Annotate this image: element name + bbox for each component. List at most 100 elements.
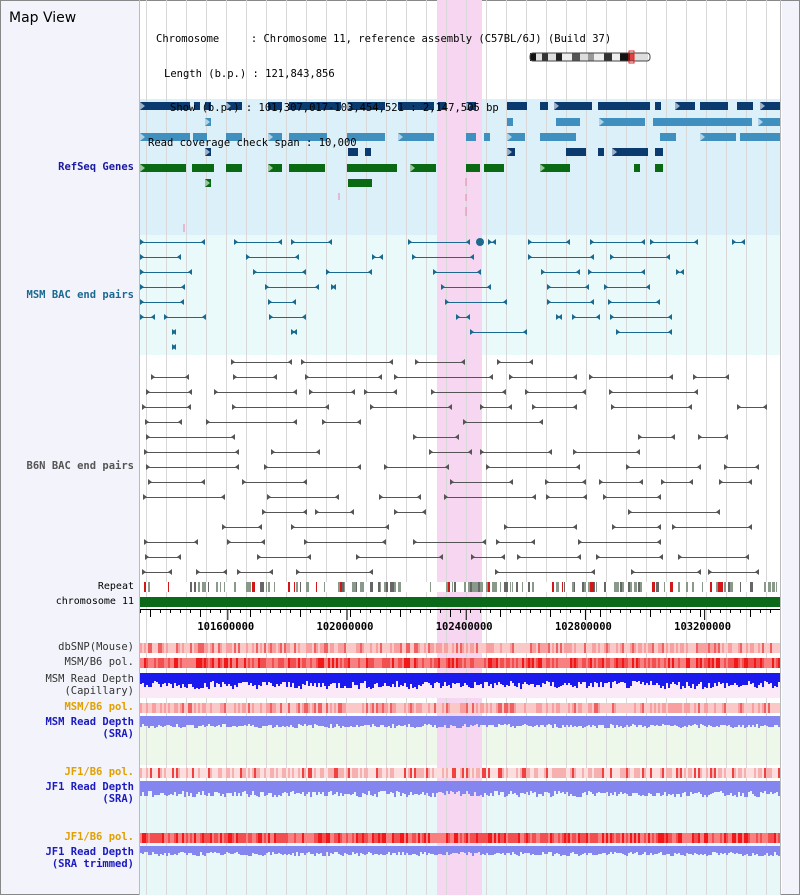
jf1-depth-trimmed-bar bbox=[772, 846, 774, 856]
msm-depth-capillary-bar bbox=[286, 673, 288, 687]
msm-depth-capillary-bar bbox=[380, 673, 382, 687]
track-label-dbsnp[interactable]: dbSNP(Mouse) bbox=[58, 641, 134, 653]
dbsnp-heat bbox=[654, 643, 656, 653]
track-label-msm-bac[interactable]: MSM BAC end pairs bbox=[26, 289, 134, 301]
track-label-jf1-depth-sra[interactable]: JF1 Read Depth (SRA) bbox=[45, 781, 134, 805]
jf1-b6-pol2-heat bbox=[568, 833, 570, 843]
track-label-msm-depth-sra[interactable]: MSM Read Depth (SRA) bbox=[45, 716, 134, 740]
jf1-depth-sra-bar bbox=[322, 781, 324, 792]
jf1-depth-sra-bar bbox=[522, 781, 524, 793]
jf1-b6-pol-heat bbox=[230, 768, 232, 778]
msm-b6-pol2-heat bbox=[632, 703, 634, 713]
msm-b6-pol-heat bbox=[164, 658, 166, 668]
msm-b6-pol-heat bbox=[368, 658, 370, 668]
dbsnp-heat bbox=[330, 643, 332, 653]
refseq-gene-dark-strand bbox=[466, 102, 471, 110]
msm-depth-sra-bar bbox=[690, 716, 692, 726]
jf1-depth-trimmed-bar bbox=[766, 846, 768, 853]
track-label-msm-depth-capillary[interactable]: MSM Read Depth (Capillary) bbox=[45, 673, 134, 697]
track-label-b6n-bac[interactable]: B6N BAC end pairs bbox=[26, 460, 134, 472]
jf1-b6-pol-heat bbox=[324, 768, 326, 778]
msm-depth-capillary-bar bbox=[764, 673, 766, 681]
jf1-b6-pol2-heat bbox=[188, 833, 190, 843]
msm-b6-pol2-heat bbox=[430, 703, 432, 713]
msm-b6-pol2-heat bbox=[382, 703, 384, 713]
jf1-depth-trimmed-bar bbox=[596, 846, 598, 855]
jf1-b6-pol-heat bbox=[302, 768, 304, 778]
track-label-jf1-depth-trimmed[interactable]: JF1 Read Depth (SRA trimmed) bbox=[45, 846, 134, 870]
jf1-b6-pol-heat bbox=[644, 768, 646, 778]
msm-depth-sra-bar bbox=[730, 716, 732, 727]
msm-depth-sra-bar bbox=[424, 716, 426, 724]
msm-b6-pol-heat bbox=[174, 658, 176, 668]
jf1-depth-sra-bar bbox=[550, 781, 552, 797]
jf1-depth-trimmed-bar bbox=[240, 846, 242, 855]
dbsnp-heat bbox=[678, 643, 680, 653]
ideogram-outline bbox=[529, 52, 651, 62]
b6n-bac-pair-end bbox=[214, 389, 218, 395]
jf1-b6-pol2-heat bbox=[434, 833, 436, 843]
msm-depth-sra-bar bbox=[650, 716, 652, 725]
jf1-depth-sra-bar bbox=[218, 781, 220, 793]
msm-depth-sra-bar bbox=[388, 716, 390, 726]
msm-b6-pol-heat bbox=[648, 658, 650, 668]
track-label-msm-b6-pol-2[interactable]: MSM/B6 pol. bbox=[64, 701, 134, 713]
dbsnp-heat bbox=[390, 643, 392, 653]
msm-b6-pol2-heat bbox=[442, 703, 444, 713]
jf1-depth-trimmed-bar bbox=[232, 846, 234, 854]
msm-b6-pol2-heat bbox=[564, 703, 566, 713]
msm-depth-sra-bar bbox=[752, 716, 754, 725]
track-label-jf1-b6-pol-2[interactable]: JF1/B6 pol. bbox=[64, 831, 134, 843]
msm-b6-pol2-heat bbox=[670, 703, 672, 713]
jf1-depth-sra-bar bbox=[234, 781, 236, 792]
jf1-b6-pol-heat bbox=[174, 768, 176, 778]
msm-b6-pol-heat bbox=[308, 658, 310, 668]
refseq-gene-dark-strand bbox=[226, 102, 231, 110]
jf1-b6-pol-heat bbox=[300, 768, 302, 778]
msm-depth-sra-bar bbox=[762, 716, 764, 726]
msm-depth-capillary-bar bbox=[746, 673, 748, 685]
msm-depth-capillary-bar bbox=[608, 673, 610, 682]
msm-b6-pol2-heat bbox=[406, 703, 408, 713]
track-label-refseq[interactable]: RefSeq Genes bbox=[58, 161, 134, 173]
jf1-b6-pol-heat bbox=[298, 768, 300, 778]
jf1-b6-pol-heat bbox=[584, 768, 586, 778]
dbsnp-heat bbox=[392, 643, 394, 653]
jf1-depth-sra-bar bbox=[290, 781, 292, 792]
jf1-b6-pol-heat bbox=[550, 768, 552, 778]
msm-b6-pol-heat bbox=[602, 658, 604, 668]
msm-b6-pol-heat bbox=[434, 658, 436, 668]
jf1-b6-pol2-heat bbox=[194, 833, 196, 843]
msm-b6-pol-heat bbox=[394, 658, 396, 668]
msm-b6-pol2-heat bbox=[392, 703, 394, 713]
dbsnp-heat bbox=[456, 643, 458, 653]
jf1-depth-sra-bar bbox=[562, 781, 564, 792]
jf1-b6-pol-heat bbox=[500, 768, 502, 778]
msm-depth-capillary-bar bbox=[758, 673, 760, 685]
jf1-depth-sra-bar bbox=[294, 781, 296, 794]
jf1-b6-pol-heat bbox=[366, 768, 368, 778]
msm-bac-pair-end bbox=[172, 344, 176, 350]
jf1-depth-trimmed-bar bbox=[488, 846, 490, 855]
msm-b6-pol2-heat bbox=[270, 703, 272, 713]
jf1-depth-sra-bar bbox=[630, 781, 632, 796]
jf1-depth-trimmed-bar bbox=[302, 846, 304, 853]
msm-depth-sra-bar bbox=[150, 716, 152, 726]
b6n-bac-pair-end bbox=[301, 359, 305, 365]
track-label-jf1-b6-pol[interactable]: JF1/B6 pol. bbox=[64, 766, 134, 778]
dbsnp-heat bbox=[198, 643, 200, 653]
msm-depth-sra-bar bbox=[470, 716, 472, 725]
jf1-depth-sra-bar bbox=[246, 781, 248, 794]
msm-b6-pol-heat bbox=[312, 658, 314, 668]
jf1-b6-pol-heat bbox=[558, 768, 560, 778]
jf1-depth-trimmed-bar bbox=[304, 846, 306, 855]
jf1-b6-pol-heat bbox=[698, 768, 700, 778]
track-label-msm-b6-pol[interactable]: MSM/B6 pol. bbox=[64, 656, 134, 668]
msm-depth-capillary-bar bbox=[584, 673, 586, 682]
refseq-gene-green-strand bbox=[540, 164, 545, 172]
jf1-b6-pol2-heat bbox=[588, 833, 590, 843]
jf1-depth-trimmed-bar bbox=[378, 846, 380, 855]
repeat-feature bbox=[740, 582, 741, 592]
msm-b6-pol-heat bbox=[610, 658, 612, 668]
